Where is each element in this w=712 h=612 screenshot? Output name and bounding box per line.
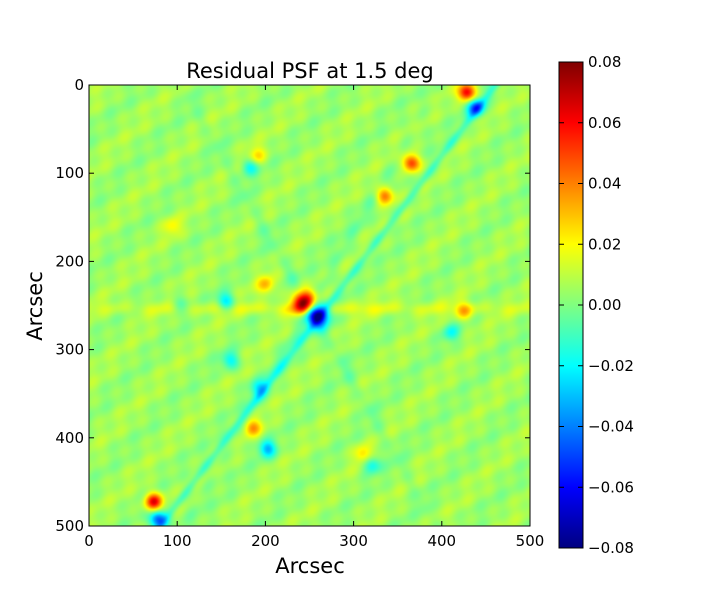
colorbar-tick-label: 0.04 [588, 175, 621, 193]
colorbar-tick-label: 0.02 [588, 235, 621, 253]
y-tick-label: 300 [55, 341, 84, 359]
heatmap-plot: 0 100 200 300 400 500 0 100 200 300 400 500 [55, 76, 544, 550]
y-axis-label: Arcsec [23, 271, 47, 341]
y-tick-label: 200 [55, 252, 84, 270]
x-tick-label: 500 [516, 532, 545, 550]
y-tick-label: 0 [74, 76, 84, 94]
y-tick-label: 100 [55, 164, 84, 182]
colorbar: 0.08 0.06 0.04 0.02 0.00 −0.02 −0.04 −0.06 −0.08 [558, 53, 634, 557]
x-tick-label: 200 [251, 532, 280, 550]
heatmap-image-holder [89, 85, 530, 526]
x-tick-label: 300 [339, 532, 368, 550]
x-axis-label: Arcsec [275, 554, 345, 578]
colorbar-tick-label: 0.06 [588, 114, 621, 132]
x-axis: 0 100 200 300 400 500 [84, 85, 544, 550]
colorbar-tick-label: −0.08 [588, 539, 634, 557]
x-tick-label: 0 [84, 532, 94, 550]
colorbar-tick-label: −0.06 [588, 478, 634, 496]
chart-title: Residual PSF at 1.5 deg [186, 59, 434, 83]
colorbar-tick-label: −0.02 [588, 357, 634, 375]
plot-frame [88, 84, 531, 527]
heatmap-image [89, 85, 530, 526]
y-tick-label: 500 [55, 517, 84, 535]
colorbar-tick-label: −0.04 [588, 418, 634, 436]
y-axis: 0 100 200 300 400 500 [55, 76, 530, 535]
colorbar-tick-label: 0.08 [588, 53, 621, 71]
x-tick-label: 400 [427, 532, 456, 550]
x-tick-label: 100 [163, 532, 192, 550]
colorbar-ticks: 0.08 0.06 0.04 0.02 0.00 −0.02 −0.04 −0.06 −0.08 [559, 53, 634, 557]
y-tick-label: 400 [55, 429, 84, 447]
colorbar-tick-label: 0.00 [588, 296, 621, 314]
